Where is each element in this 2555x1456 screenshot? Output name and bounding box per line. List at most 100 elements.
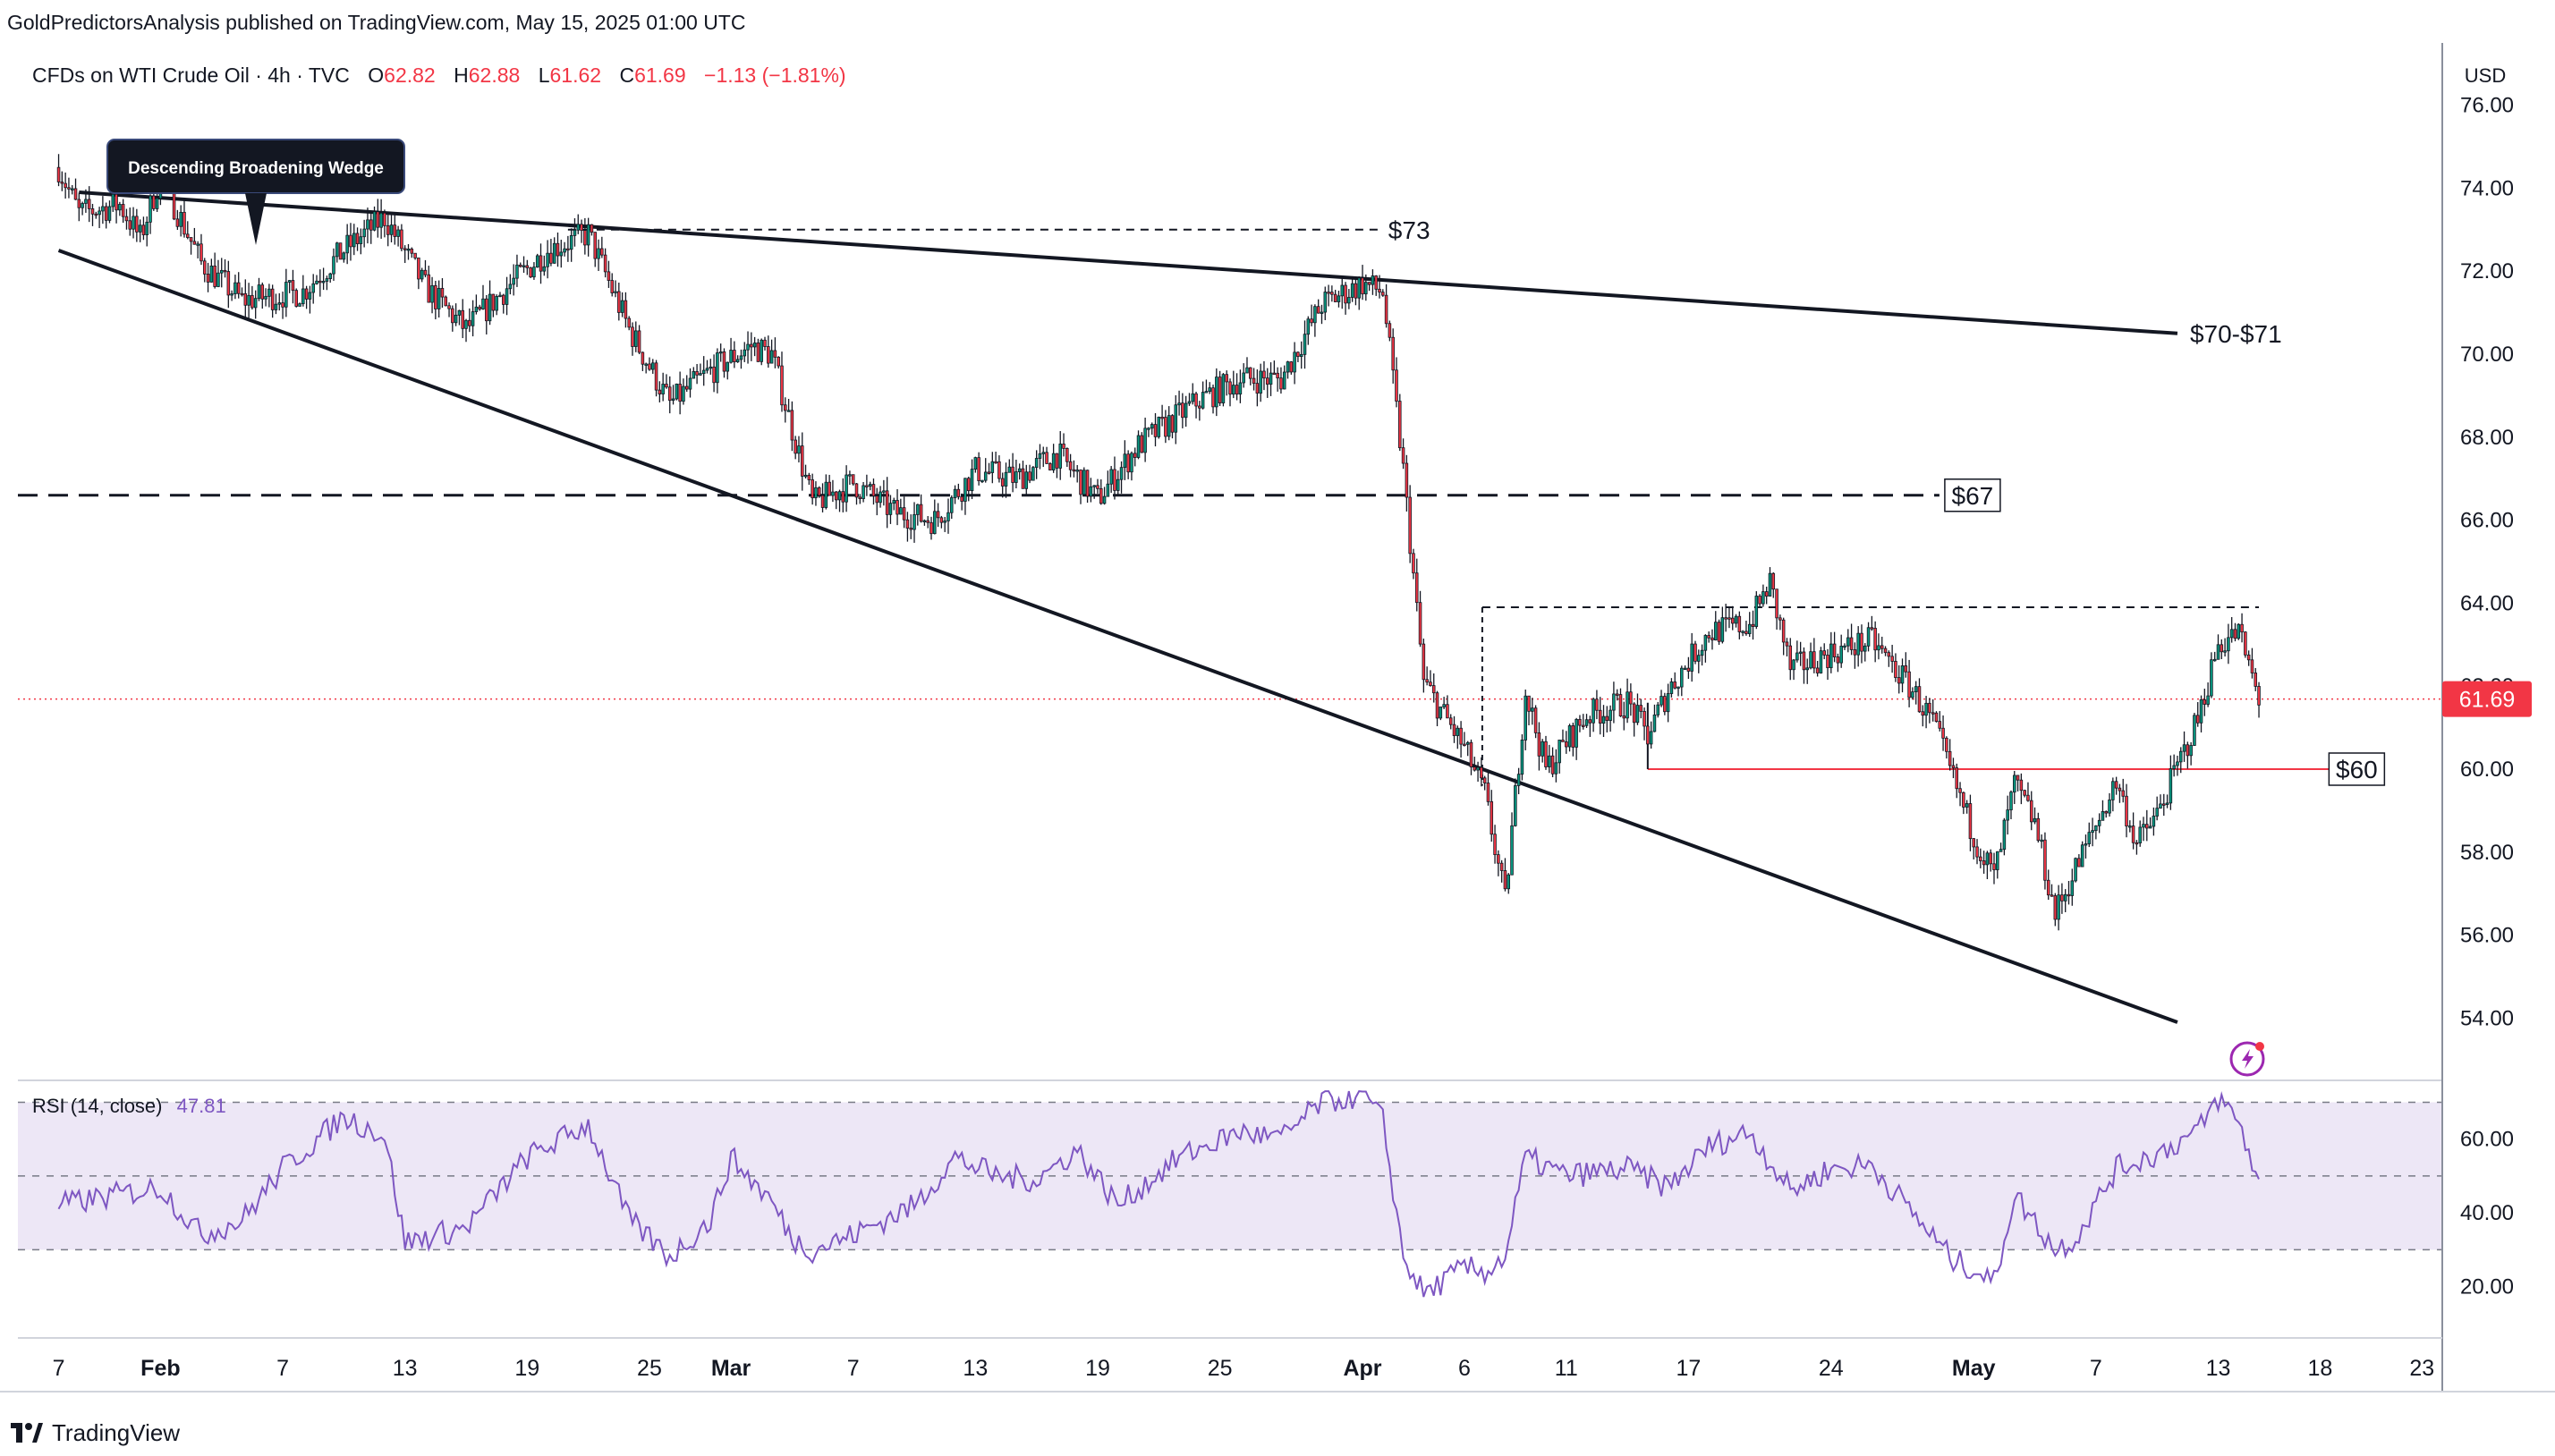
low-value: 61.62 [549,63,601,87]
candle-337 [1201,381,1205,410]
candle-531 [1860,624,1863,664]
candle-193 [712,354,716,393]
candle-60 [260,282,265,309]
candle-102 [403,245,407,264]
candle-476 [1673,672,1676,690]
currency-label[interactable]: USD [2465,64,2506,87]
candle-94 [376,199,380,238]
candle-278 [1000,472,1005,498]
candle-269 [970,459,974,500]
candle-21 [128,207,132,236]
candle-302 [1082,467,1086,495]
symbol-legend[interactable]: CFDs on WTI Crude Oil · 4h · TVC O62.82 … [32,63,846,87]
trendlines [57,190,2178,1024]
candle-621 [2165,794,2169,808]
candle-160 [600,236,604,258]
candle-76 [315,275,318,285]
candle-339 [1208,382,1211,394]
candle-53 [236,272,241,299]
candle-198 [729,337,733,364]
candle-232 [845,465,848,512]
candle-499 [1751,610,1755,640]
candle-586 [2046,869,2050,901]
candle-143 [542,255,547,276]
candle-168 [627,316,631,331]
candle-441 [1554,749,1558,783]
candle-405 [1431,673,1436,703]
candle-375 [1330,285,1334,302]
candle-567 [1982,851,1986,874]
label-60: $60 [2336,756,2378,783]
candle-26 [145,216,149,247]
time-tick-8: 13 [963,1356,988,1381]
candle-492 [1727,607,1731,629]
candle-480 [1686,656,1691,680]
candle-47 [216,259,220,288]
time-tick-12: 6 [1458,1356,1471,1381]
candle-0 [56,154,61,187]
price-tick-10: 56.00 [2460,924,2514,948]
price-tick-11: 54.00 [2460,1006,2514,1030]
candle-425 [1499,859,1504,883]
candle-360 [1279,367,1283,394]
candle-372 [1320,304,1324,325]
time-tick-0: 7 [53,1356,65,1381]
tradingview-logo-icon[interactable] [11,1423,43,1443]
candle-444 [1564,731,1568,754]
candle-469 [1649,721,1653,749]
candle-378 [1340,277,1345,309]
candle-442 [1558,740,1561,775]
candle-97 [386,212,390,247]
candle-333 [1187,393,1192,406]
rsi-legend[interactable]: RSI (14, close) 47.81 [32,1095,226,1117]
candle-550 [1924,696,1928,729]
time-axis[interactable]: 7 Feb 7 13 19 25 Mar 7 13 19 25 Apr 6 11 17 24 May 7 13 18 2… [53,1356,2435,1381]
candle-345 [1228,378,1232,407]
candle-170 [634,321,638,352]
candle-174 [648,357,651,371]
candle-590 [2060,883,2064,914]
candle-293 [1051,444,1056,473]
candle-263 [950,495,954,520]
candle-392 [1388,320,1392,342]
candle-600 [2094,825,2098,840]
candle-115 [447,302,451,317]
price-axis[interactable]: 76.0074.0072.0070.0068.0066.0064.0062.00… [2460,94,2514,1299]
candle-228 [831,479,835,503]
candle-429 [1514,778,1517,827]
candle-68 [287,280,292,293]
candle-106 [417,257,420,290]
lightning-icon[interactable] [2229,1041,2265,1077]
open-label: O [368,63,384,87]
rsi-tick-1: 40.00 [2460,1201,2514,1225]
candle-288 [1034,450,1039,479]
price-chart[interactable]: Descending Broadening Wedge $73 $70-$71 $6… [0,43,2555,1409]
candle-404 [1429,670,1432,687]
candle-322 [1150,422,1154,436]
rsi-series [57,1090,2260,1298]
candle-304 [1089,478,1093,503]
candle-568 [1985,851,1990,880]
candle-355 [1262,360,1266,391]
candle-503 [1764,586,1769,605]
candle-209 [767,335,770,368]
candle-514 [1802,647,1806,684]
tradingview-brand[interactable]: TradingView [52,1418,181,1446]
chart-frame[interactable]: Descending Broadening Wedge $73 $70-$71 $6… [0,43,2555,1409]
candle-638 [2223,638,2227,657]
candle-50 [226,260,231,309]
candle-194 [716,348,719,394]
candle-380 [1347,289,1351,309]
candle-222 [811,473,814,505]
candle-2 [64,172,67,199]
candle-190 [701,356,706,386]
label-73: $73 [1388,216,1430,244]
candle-287 [1031,465,1035,481]
candle-112 [437,280,441,317]
candle-374 [1327,284,1330,307]
callout-text: Descending Broadening Wedge [128,159,384,178]
candle-66 [281,292,284,319]
candle-114 [444,295,448,307]
candle-486 [1707,631,1710,643]
candle-420 [1482,775,1487,791]
